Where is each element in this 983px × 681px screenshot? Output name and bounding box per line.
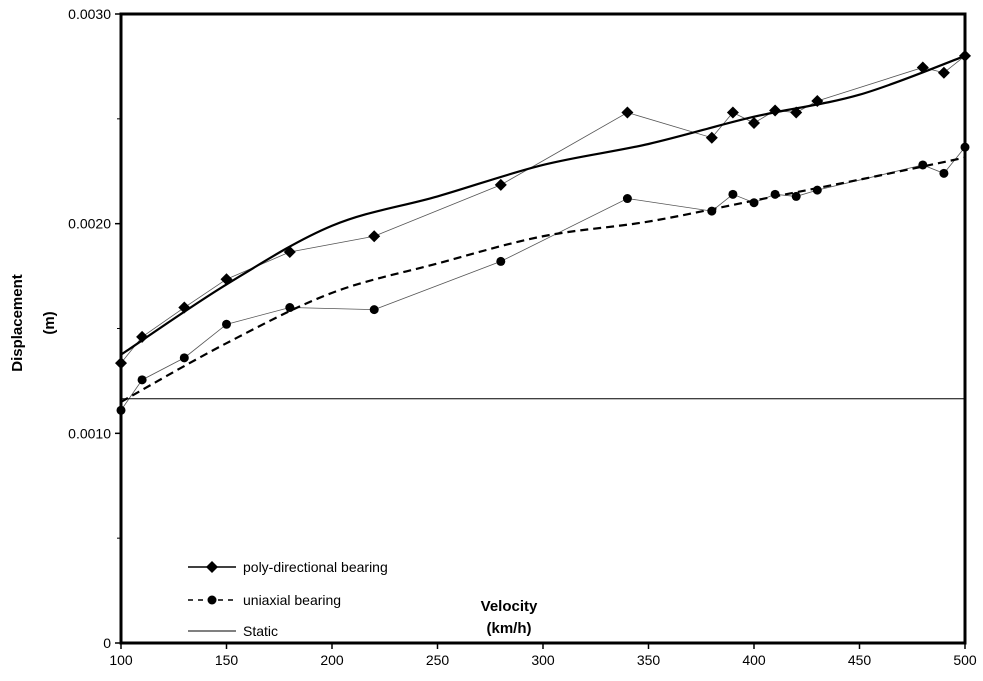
data-point bbox=[496, 256, 506, 266]
data-point bbox=[918, 160, 928, 170]
data-connector-line bbox=[120, 55, 966, 364]
legend-label: uniaxial bearing bbox=[243, 592, 341, 608]
x-tick-label: 100 bbox=[109, 652, 133, 668]
series-poly-directional-bearing bbox=[115, 49, 971, 370]
x-axis-title: Velocity bbox=[481, 598, 538, 615]
data-point bbox=[220, 273, 233, 286]
plot-area bbox=[115, 49, 971, 415]
data-point bbox=[916, 61, 929, 74]
data-point bbox=[749, 198, 759, 208]
data-point bbox=[770, 189, 780, 199]
legend-label: poly-directional bearing bbox=[243, 559, 388, 575]
series-uniaxial-bearing bbox=[116, 142, 970, 415]
data-point bbox=[748, 117, 760, 130]
y-axis-unit: (m) bbox=[41, 311, 58, 334]
data-point bbox=[812, 185, 822, 195]
data-point bbox=[939, 168, 949, 178]
data-point bbox=[283, 245, 296, 258]
legend-item: Static bbox=[188, 623, 278, 639]
x-tick-label: 250 bbox=[426, 652, 450, 668]
y-axis-title: Displacement bbox=[9, 274, 26, 372]
data-point bbox=[179, 353, 189, 363]
data-point bbox=[369, 305, 379, 315]
data-connector-line bbox=[120, 146, 966, 411]
data-point bbox=[705, 131, 718, 144]
data-point bbox=[222, 319, 231, 329]
data-point bbox=[368, 230, 381, 243]
y-tick-label: 0 bbox=[103, 635, 111, 651]
data-point bbox=[622, 194, 632, 204]
legend-marker bbox=[206, 561, 218, 573]
x-tick-label: 300 bbox=[531, 652, 555, 668]
x-tick-label: 200 bbox=[320, 652, 344, 668]
data-point bbox=[728, 189, 738, 199]
x-tick-label: 350 bbox=[637, 652, 661, 668]
x-tick-label: 150 bbox=[215, 652, 239, 668]
legend: poly-directional bearing uniaxial bearing… bbox=[188, 559, 388, 639]
legend-item: uniaxial bearing bbox=[188, 592, 341, 608]
data-point bbox=[621, 106, 634, 119]
data-point bbox=[285, 303, 295, 313]
data-point bbox=[791, 191, 801, 201]
y-tick-label: 0.0030 bbox=[68, 6, 111, 22]
data-point bbox=[137, 375, 147, 385]
y-tick-label: 0.0020 bbox=[68, 216, 111, 232]
data-point bbox=[136, 330, 149, 343]
x-tick-label: 450 bbox=[848, 652, 872, 668]
legend-label: Static bbox=[243, 623, 278, 639]
data-point bbox=[178, 301, 191, 314]
data-point bbox=[790, 106, 803, 119]
data-point bbox=[811, 95, 824, 108]
plot-frame bbox=[119, 12, 967, 645]
data-point bbox=[707, 206, 717, 216]
axes: 0 0.0010 0.0020 0.0030 100 150 200 250 300 350 400… bbox=[68, 6, 977, 668]
data-point bbox=[726, 106, 739, 119]
data-point bbox=[937, 66, 950, 79]
data-point bbox=[769, 104, 782, 117]
x-tick-label: 500 bbox=[953, 652, 977, 668]
y-tick-label: 0.0010 bbox=[68, 425, 111, 441]
data-point bbox=[494, 178, 507, 191]
x-axis-unit: (km/h) bbox=[487, 620, 532, 637]
x-tick-label: 400 bbox=[742, 652, 766, 668]
trend-line bbox=[120, 156, 966, 403]
legend-marker bbox=[207, 595, 217, 605]
legend-item: poly-directional bearing bbox=[188, 559, 388, 575]
trend-line bbox=[120, 54, 966, 356]
